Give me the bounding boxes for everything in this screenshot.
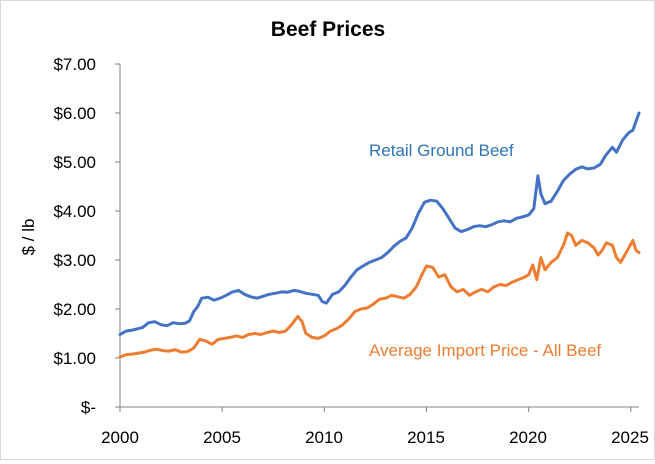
series-line-average-import-price xyxy=(118,231,641,359)
y-tick-label: $7.00 xyxy=(53,55,96,74)
x-tick-label: 2005 xyxy=(203,428,241,447)
series-label-retail-ground-beef: Retail Ground Beef xyxy=(369,141,514,160)
x-tick-label: 2020 xyxy=(509,428,547,447)
series-label-average-import-price: Average Import Price - All Beef xyxy=(369,341,601,360)
y-axis-tick-labels: $- $1.00 $2.00 $3.00 $4.00 $5.00 $6.00 $… xyxy=(53,55,96,417)
y-tick-label: $- xyxy=(81,398,96,417)
y-tick-label: $6.00 xyxy=(53,104,96,123)
x-tick-label: 2000 xyxy=(101,428,139,447)
y-tick-label: $2.00 xyxy=(53,300,96,319)
chart-title: Beef Prices xyxy=(271,18,385,41)
y-tick-label: $1.00 xyxy=(53,349,96,368)
y-tick-label: $4.00 xyxy=(53,202,96,221)
y-axis-label: $ / lb xyxy=(19,219,38,256)
y-tick-label: $3.00 xyxy=(53,251,96,270)
plot-lines xyxy=(118,111,641,359)
x-tick-label: 2025 xyxy=(611,428,649,447)
y-tick-label: $5.00 xyxy=(53,153,96,172)
axes xyxy=(115,63,639,412)
x-axis-tick-labels: 2000 2005 2010 2015 2020 2025 xyxy=(101,428,649,447)
series-line-retail-ground-beef xyxy=(118,111,641,336)
x-tick-label: 2015 xyxy=(407,428,445,447)
x-tick-label: 2010 xyxy=(305,428,343,447)
